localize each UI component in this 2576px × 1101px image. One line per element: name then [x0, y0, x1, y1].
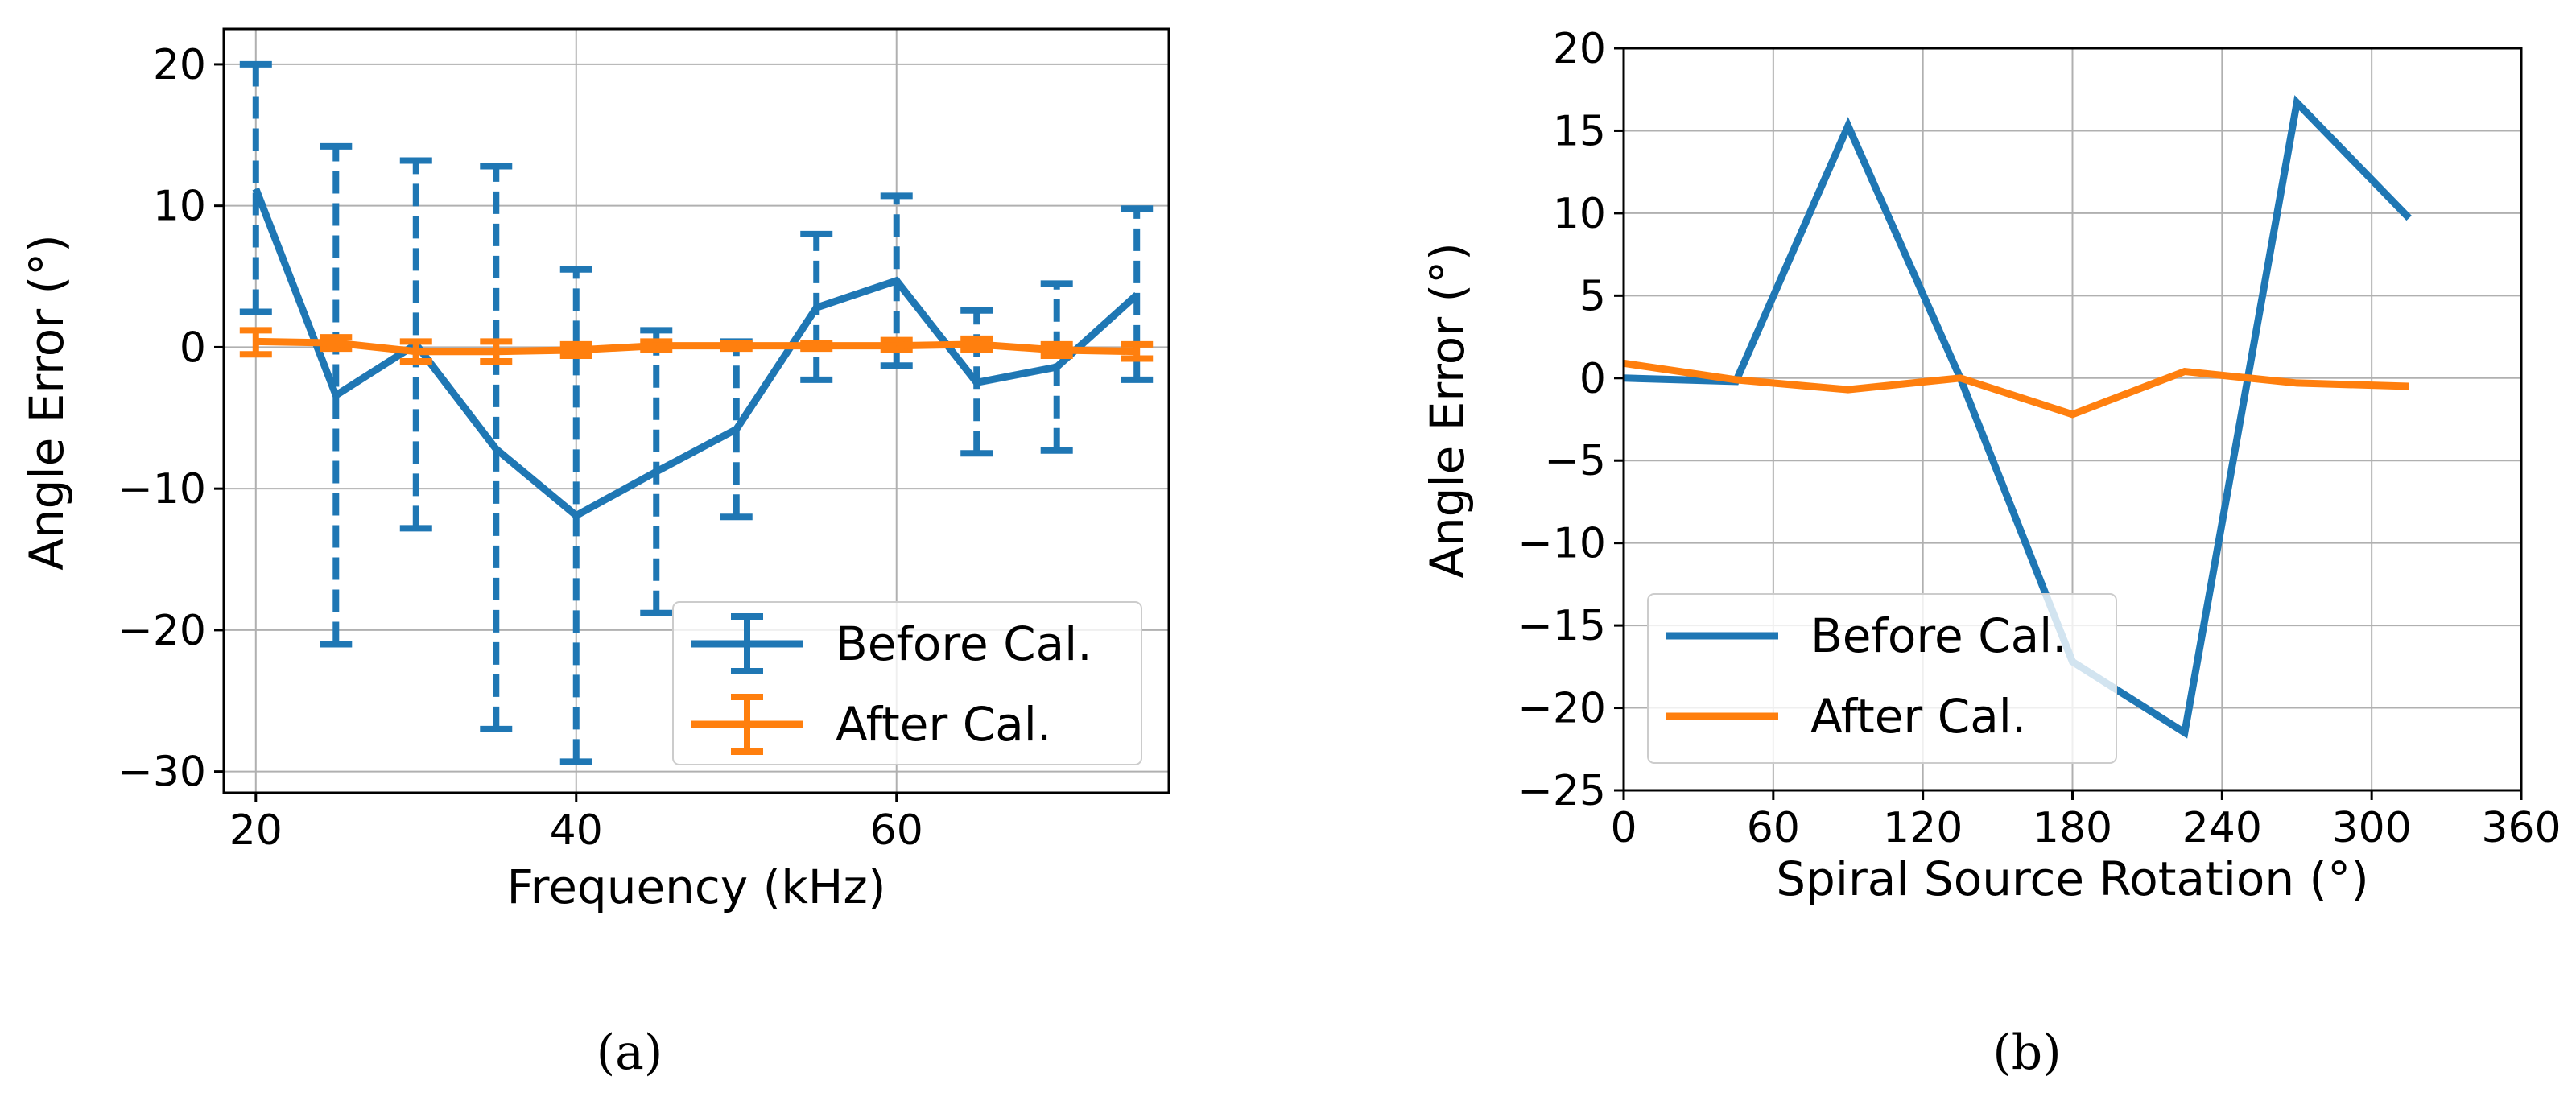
data-point [255, 340, 257, 342]
legend-label-before-cal: Before Cal. [1810, 608, 2067, 663]
y-tick-label: 15 [1553, 107, 1606, 155]
panel-label: (a) [597, 1025, 663, 1081]
series-after-cal-line [255, 337, 1137, 356]
x-tick-label: 60 [1747, 804, 1800, 852]
data-point [976, 381, 977, 383]
y-tick-label: 20 [153, 41, 206, 89]
x-tick-label: 360 [2481, 804, 2561, 852]
series-after-cal-line [1623, 359, 2409, 419]
y-tick-label: 0 [1579, 355, 1606, 403]
data-point [495, 448, 497, 450]
data-point [2184, 732, 2186, 733]
legend: Before Cal. After Cal. [1647, 593, 2117, 764]
data-point [1056, 349, 1058, 351]
x-tick-label: 40 [550, 806, 603, 855]
data-point [736, 428, 737, 430]
x-axis-label: Frequency (kHz) [507, 860, 886, 914]
y-tick-label: −25 [1517, 767, 1606, 815]
data-point [1056, 366, 1058, 368]
y-tick-label: −10 [118, 465, 206, 513]
x-tick-label: 60 [870, 806, 923, 855]
y-tick-label: −30 [118, 748, 206, 797]
data-point [815, 307, 817, 308]
data-point [255, 188, 257, 190]
data-point [415, 351, 417, 353]
y-tick-label: −10 [1517, 520, 1606, 568]
legend-label-before-cal: Before Cal. [836, 616, 1092, 671]
x-tick-label: 120 [1883, 804, 1963, 852]
chart-panel-b: 0 60 120 180 240 300 360 −25 −20 −15 −10 −5 0 5 10 15 20… [1420, 25, 2562, 1081]
y-tick-label: −15 [1517, 602, 1606, 650]
legend-label-after-cal: After Cal. [836, 697, 1051, 752]
series-before-cal-line [1623, 95, 2412, 739]
data-point [896, 345, 898, 347]
panel-label: (b) [1992, 1025, 2061, 1081]
chart-panel-a: 20 40 60 −30 −20 −10 0 10 20 Frequency (kHz) Angle… [19, 27, 1170, 1081]
y-tick-label: 0 [180, 324, 206, 372]
plot-frame [222, 27, 1170, 794]
x-axis-label: Spiral Source Rotation (°) [1776, 852, 2369, 906]
data-point [815, 345, 817, 347]
y-tick-label: −20 [1517, 685, 1606, 733]
legend-label-after-cal: After Cal. [1810, 689, 2026, 744]
y-tick-label: 20 [1553, 25, 1606, 73]
legend: Before Cal. After Cal. [672, 601, 1142, 765]
y-tick-label: 5 [1579, 272, 1606, 320]
data-point [896, 280, 898, 282]
data-point [495, 351, 497, 353]
series-after-cal [239, 327, 1154, 365]
data-point [655, 345, 657, 347]
y-tick-label: −20 [118, 607, 206, 655]
y-tick-label: 10 [1553, 190, 1606, 238]
data-point [736, 345, 737, 347]
x-tick-label: 240 [2182, 804, 2262, 852]
y-axis-label: Angle Error (°) [1420, 242, 1475, 579]
x-tick-label: 0 [1610, 804, 1637, 852]
x-tick-label: 180 [2033, 804, 2112, 852]
data-point [2184, 371, 2186, 373]
y-axis-label: Angle Error (°) [19, 234, 74, 571]
x-tick-label: 300 [2332, 804, 2412, 852]
x-tick-label: 20 [229, 806, 283, 855]
y-tick-label: −5 [1544, 437, 1606, 485]
series-before-cal [239, 60, 1154, 765]
data-point [1959, 377, 1961, 379]
y-tick-label: 10 [153, 183, 206, 231]
